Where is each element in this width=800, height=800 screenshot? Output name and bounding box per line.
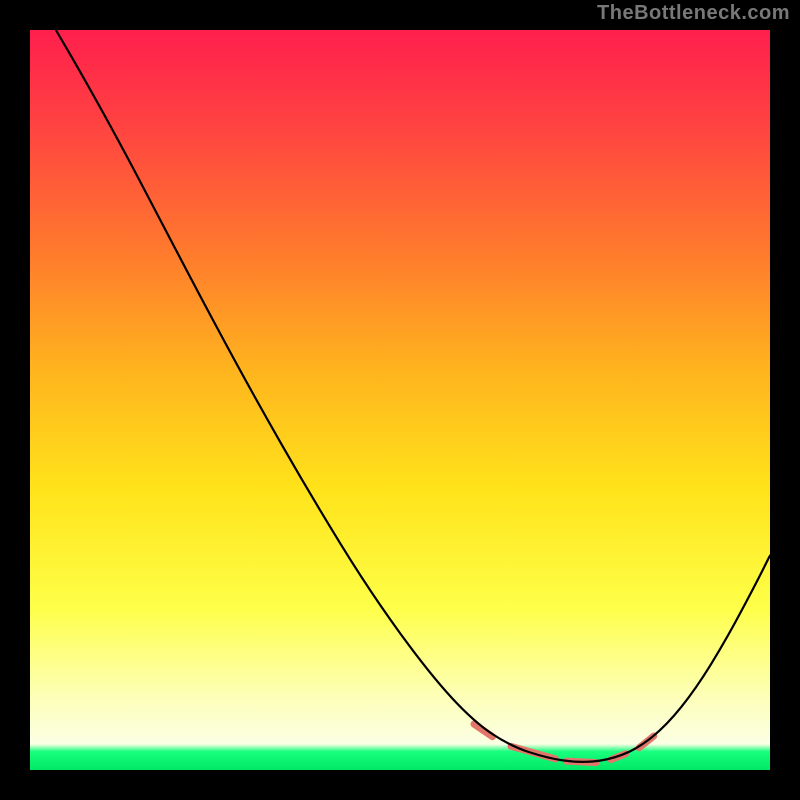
- chart-stage: TheBottleneck.com: [0, 0, 800, 800]
- plot-background: [30, 30, 770, 770]
- bottleneck-curve-chart: [0, 0, 800, 800]
